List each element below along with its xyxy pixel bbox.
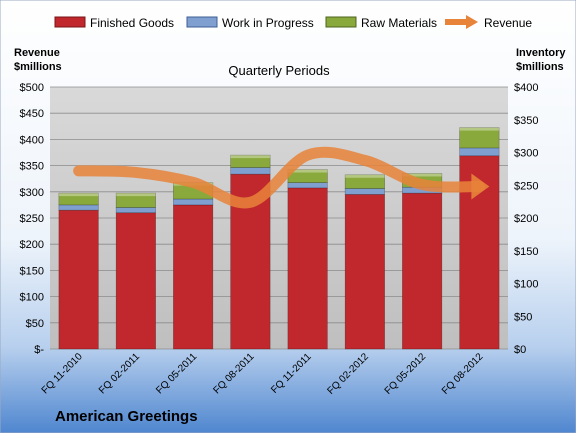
bar-top-highlight bbox=[402, 173, 442, 177]
left-axis-title-line1: Revenue bbox=[14, 47, 60, 59]
bar-finished-goods bbox=[173, 204, 214, 350]
left-axis-tick-label: $450 bbox=[20, 108, 44, 120]
right-axis-title-line1: Inventory bbox=[516, 47, 566, 59]
legend-swatch-work-in-progress bbox=[186, 16, 218, 28]
bar-raw-materials bbox=[115, 192, 156, 208]
bar-finished-goods bbox=[115, 212, 156, 350]
bar-work-in-progress bbox=[230, 167, 271, 175]
left-axis-ticks: $- $50 $100 $150 $200 $250 $300 $350 $400 $450 $50… bbox=[20, 82, 45, 356]
right-axis-tick-label: $400 bbox=[514, 82, 538, 94]
right-axis-tick-label: $50 bbox=[514, 311, 532, 323]
left-axis-tick-label: $500 bbox=[20, 82, 44, 94]
legend-label-work-in-progress: Work in Progress bbox=[222, 16, 314, 30]
bar-raw-materials bbox=[230, 154, 271, 168]
bar-work-in-progress bbox=[459, 147, 500, 157]
legend-label-raw-materials: Raw Materials bbox=[361, 16, 437, 30]
revenue-line bbox=[73, 146, 485, 209]
bar-top-highlight bbox=[116, 193, 156, 197]
bar-work-in-progress bbox=[58, 204, 99, 211]
bar-work-in-progress bbox=[115, 207, 156, 214]
bar-top-highlight bbox=[459, 127, 500, 131]
revenue-line-layer bbox=[73, 146, 490, 209]
chart-title: Quarterly Periods bbox=[228, 63, 330, 78]
left-axis-tick-label: $350 bbox=[20, 161, 44, 173]
legend-swatch-finished-goods bbox=[54, 16, 86, 28]
bar-work-in-progress bbox=[344, 188, 385, 195]
bar-top-highlight bbox=[345, 174, 385, 178]
left-axis-tick-label: $400 bbox=[20, 134, 44, 146]
left-axis-tick-label: $- bbox=[34, 344, 44, 356]
bar-raw-materials bbox=[344, 174, 385, 189]
right-axis-tick-label: $250 bbox=[514, 180, 538, 192]
right-axis-tick-label: $200 bbox=[514, 213, 538, 225]
right-axis-title-line2: $millions bbox=[516, 61, 564, 73]
bar-top-highlight bbox=[287, 169, 328, 173]
bar-top-highlight bbox=[58, 193, 99, 197]
right-axis-tick-label: $0 bbox=[514, 344, 526, 356]
legend-label-finished-goods: Finished Goods bbox=[90, 16, 174, 30]
legend-revenue-arrowhead bbox=[466, 15, 478, 29]
right-axis-tick-label: $300 bbox=[514, 148, 538, 160]
left-axis-tick-label: $250 bbox=[20, 213, 44, 225]
right-axis-tick-label: $100 bbox=[514, 279, 538, 291]
left-axis-tick-label: $200 bbox=[20, 239, 44, 251]
bar-work-in-progress bbox=[287, 182, 328, 189]
brand-label: American Greetings bbox=[55, 408, 198, 425]
right-axis-tick-label: $350 bbox=[514, 115, 538, 127]
legend-swatch-raw-materials bbox=[325, 16, 357, 28]
left-axis-tick-label: $100 bbox=[20, 292, 44, 304]
bar-finished-goods bbox=[287, 187, 328, 350]
bar-top-highlight bbox=[230, 155, 271, 159]
left-axis-tick-label: $300 bbox=[20, 187, 44, 199]
legend-label-revenue: Revenue bbox=[484, 16, 532, 30]
right-axis-ticks: $0 $50 $100 $150 $200 $250 $300 $350 $400 bbox=[514, 82, 538, 356]
left-axis-tick-label: $50 bbox=[26, 318, 44, 330]
left-axis-tick-label: $150 bbox=[20, 265, 44, 277]
legend: Finished Goods Work in Progress Raw Mate… bbox=[54, 15, 532, 30]
left-axis-title-line2: $millions bbox=[14, 61, 62, 73]
bar-finished-goods bbox=[58, 209, 99, 350]
right-axis-tick-label: $150 bbox=[514, 246, 538, 258]
bar-raw-materials bbox=[58, 192, 99, 206]
bar-raw-materials bbox=[459, 127, 500, 149]
bar-finished-goods bbox=[402, 192, 443, 350]
bar-finished-goods bbox=[344, 194, 385, 350]
revenue-line-arrowhead bbox=[471, 173, 490, 200]
bar-work-in-progress bbox=[173, 198, 214, 206]
